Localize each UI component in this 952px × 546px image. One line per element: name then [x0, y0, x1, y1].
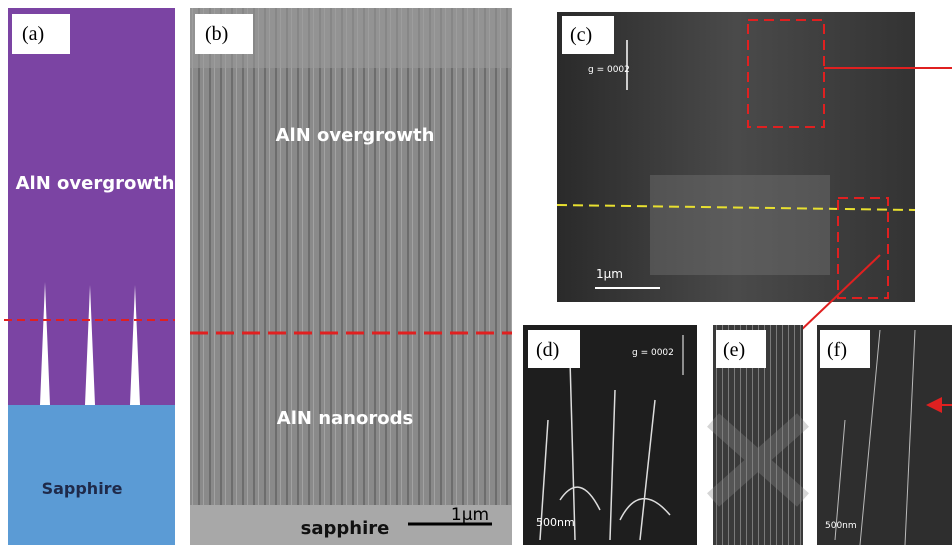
panel-label: (c): [570, 24, 592, 46]
layer-label: AlN overgrowth: [16, 173, 175, 194]
sapphire-layer: [8, 405, 175, 545]
g-vector: g = 0002: [632, 348, 674, 358]
panel-label: (f): [827, 339, 847, 361]
panel-d: (d) g = 0002 500nm: [523, 325, 697, 545]
defect-region: [650, 175, 830, 275]
panel-label: (d): [536, 339, 559, 361]
panel-label: (a): [22, 23, 44, 45]
panel-c: (c) g = 0002 1μm: [557, 12, 952, 352]
layer-label: AlN nanorods: [277, 408, 413, 429]
scale-label: 500nm: [825, 521, 857, 531]
layer-label: sapphire: [301, 518, 390, 539]
sem-image: [190, 8, 512, 545]
figure: (a) AlN overgrowth Sapphire (b) AlN over…: [0, 0, 952, 546]
g-vector: g = 0002: [588, 65, 630, 75]
panel-b: (b) AlN overgrowth AlN nanorods sapphire…: [190, 8, 512, 545]
panel-label: (b): [205, 23, 228, 45]
panel-label: (e): [723, 339, 745, 361]
scale-label: 500nm: [536, 516, 575, 529]
layer-label: Sapphire: [42, 479, 123, 498]
panel-a: (a) AlN overgrowth Sapphire: [4, 8, 175, 545]
scale-label: 1μm: [596, 267, 623, 281]
panel-f: (f) 500nm: [817, 325, 952, 545]
scale-label: 1μm: [451, 505, 489, 525]
layer-label: AlN overgrowth: [276, 125, 435, 146]
panel-e: (e): [713, 325, 803, 545]
